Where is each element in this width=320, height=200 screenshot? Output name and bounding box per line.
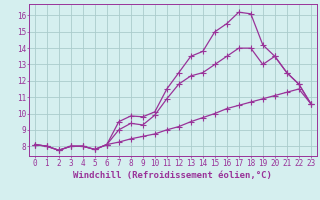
X-axis label: Windchill (Refroidissement éolien,°C): Windchill (Refroidissement éolien,°C) <box>73 171 272 180</box>
